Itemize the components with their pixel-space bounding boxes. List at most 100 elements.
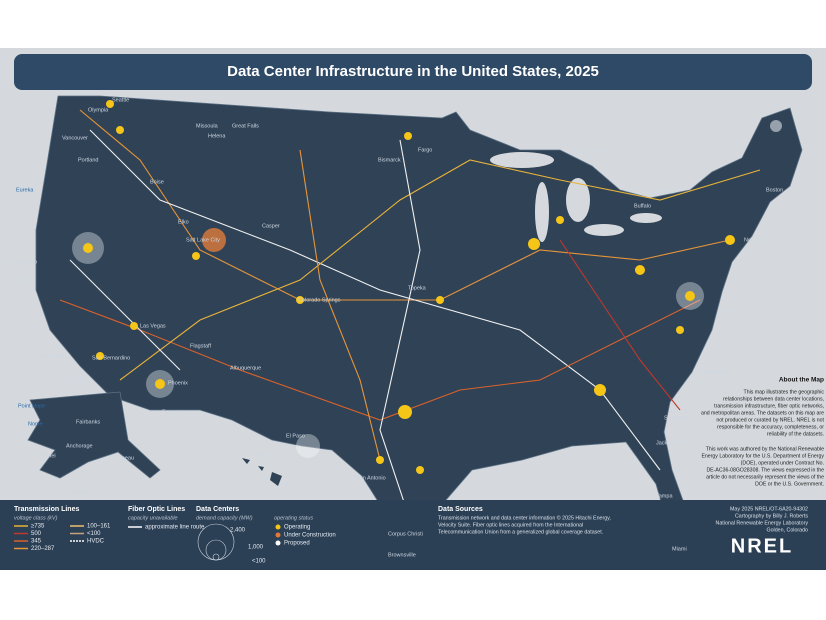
sources-line: Velocity Suite. Fiber optic lines acquir… xyxy=(438,522,583,528)
city-label: Nome xyxy=(28,421,43,427)
city-label: Miami xyxy=(672,546,687,552)
city-label: Las Vegas xyxy=(140,323,166,329)
credit-line: Golden, Colorado xyxy=(766,527,808,533)
city-label: Savannah xyxy=(664,415,689,421)
legend-title: Transmission Lines xyxy=(14,506,79,513)
city-label: Missoula xyxy=(196,123,219,129)
city-label: Wilmington xyxy=(700,369,727,375)
city-label: Sault Ste. Marie xyxy=(574,149,613,155)
city-label: Casper xyxy=(262,223,280,229)
city-label: Fairbanks xyxy=(76,419,100,425)
legend-item: 2,400 xyxy=(230,528,246,534)
us-outline xyxy=(35,95,803,559)
alaska-inset xyxy=(27,391,161,479)
data-center-markers xyxy=(72,100,782,474)
city-label: Hilo xyxy=(282,481,291,487)
legend-item: approximate line route xyxy=(145,525,205,531)
about-line: This work was authored by the National R… xyxy=(706,446,824,452)
great-lakes xyxy=(490,152,662,242)
city-label: Albuquerque xyxy=(230,365,261,371)
city-label: Portland xyxy=(78,157,99,163)
city-label: San Bernardino xyxy=(92,355,130,361)
credit-line: May 2025 NREL/OT-6A20-94302 xyxy=(730,506,808,512)
city-label: Corpus Christi xyxy=(388,531,423,537)
city-label: Olympia xyxy=(88,107,109,113)
about-line: relationships between data center locati… xyxy=(723,396,824,402)
city-label: Flagstaff xyxy=(190,343,211,349)
about-line: article do not necessarily represent the… xyxy=(706,474,824,480)
city-label: Helena xyxy=(208,133,226,139)
legend-subtitle: operating status xyxy=(274,515,313,521)
legend-item: <100 xyxy=(252,559,266,565)
city-label: Anchorage xyxy=(66,443,93,449)
sources-title: Data Sources xyxy=(438,506,483,513)
map-title: Data Center Infrastructure in the United… xyxy=(227,63,599,80)
title-bar xyxy=(14,54,812,90)
about-line: (DOE), operated under Contract No. xyxy=(741,460,824,466)
legend-subtitle: demand capacity (MW) xyxy=(196,515,253,521)
about-line: responsible for the accuracy, completene… xyxy=(717,424,824,430)
city-label: Sitka xyxy=(130,477,143,483)
city-label: Salt Lake City xyxy=(186,237,220,243)
city-label: Topeka xyxy=(408,285,427,291)
about-line: DE-AC36-08GO28308. The views expressed i… xyxy=(706,467,824,473)
legend-item: 220–287 xyxy=(31,546,55,552)
city-label: Boise xyxy=(150,179,164,185)
about-line: and metropolitan areas. The datasets on … xyxy=(701,410,824,416)
status-swatch xyxy=(275,540,281,546)
city-label: Kodiak xyxy=(70,489,87,495)
city-label: Fargo xyxy=(418,147,432,153)
legend-item: 100–161 xyxy=(87,524,111,530)
hawaii-inset xyxy=(242,458,282,486)
legend-panel xyxy=(0,500,826,570)
legend-subtitle: capacity unavailable xyxy=(128,515,178,521)
credit-line: Cartography by Billy J. Roberts xyxy=(735,513,808,519)
city-label: Brownsville xyxy=(388,552,416,558)
legend-item: Proposed xyxy=(284,541,310,547)
credit-line: National Renewable Energy Laboratory xyxy=(716,520,809,526)
status-swatch xyxy=(275,524,281,530)
city-label: New York xyxy=(744,237,767,243)
city-label: San Antonio xyxy=(356,475,386,481)
size-swatch xyxy=(212,553,220,561)
about-line: DOE or the U.S. Government. xyxy=(755,481,824,487)
city-label: Bismarck xyxy=(378,157,401,163)
city-label: Phoenix xyxy=(168,380,188,386)
city-label: Seattle xyxy=(112,97,129,103)
city-label: Tucson xyxy=(162,409,180,415)
city-label: Elko xyxy=(178,219,189,225)
city-label: Great Falls xyxy=(232,123,259,129)
legend-item: ≥735 xyxy=(31,524,45,530)
legend-item: Under Construction xyxy=(284,533,336,539)
about-line: transmission infrastructure, fiber optic… xyxy=(714,403,824,409)
legend-item: 500 xyxy=(31,531,42,537)
city-label: Los Angeles xyxy=(34,353,64,359)
legend-subtitle: voltage class (kV) xyxy=(14,515,58,521)
about-title: About the Map xyxy=(779,377,824,384)
legend-item: HVDC xyxy=(87,539,105,545)
city-label: Jacksonville xyxy=(656,440,686,446)
legend-item: Operating xyxy=(284,525,310,531)
city-label: Tampa xyxy=(656,493,673,499)
city-label: Juneau xyxy=(116,455,134,461)
about-line: This map illustrates the geographic xyxy=(744,389,825,395)
city-label: Buffalo xyxy=(634,203,651,209)
legend-item: 1,000 xyxy=(248,545,264,551)
city-label: Point Hope xyxy=(18,403,45,409)
status-swatch xyxy=(275,532,281,538)
city-label: San Jose xyxy=(10,277,33,283)
about-line: reliability of the datasets. xyxy=(767,431,824,437)
logo: NREL xyxy=(731,535,793,557)
legend-item: <100 xyxy=(87,531,101,537)
city-label: Rochester xyxy=(650,189,675,195)
about-line: Energy Laboratory for the U.S. Departmen… xyxy=(701,453,824,459)
legend-title: Fiber Optic Lines xyxy=(128,506,185,513)
legend-title: Data Centers xyxy=(196,506,239,513)
about-line: not produced or curated by NREL. NREL is… xyxy=(716,417,824,423)
city-label: Norfolk xyxy=(722,307,740,313)
city-label: Honolulu xyxy=(256,453,278,459)
city-label: Boston xyxy=(766,187,783,193)
city-label: Bethel xyxy=(40,453,56,459)
legend-item: 345 xyxy=(31,539,42,545)
